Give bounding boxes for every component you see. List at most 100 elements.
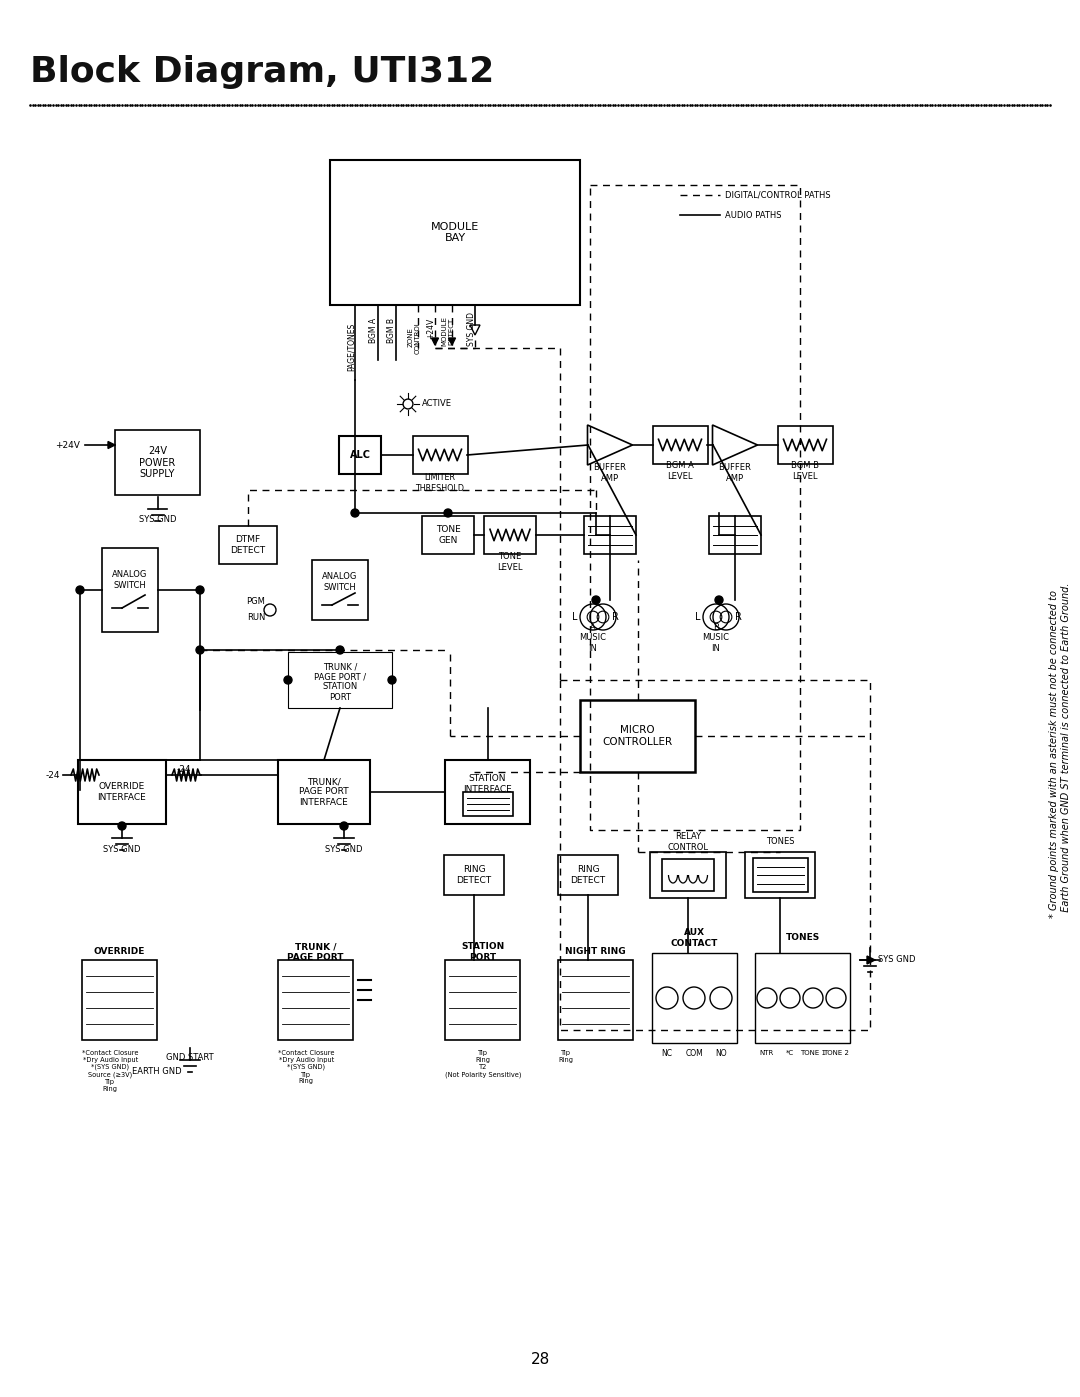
Text: *Contact Closure
*Dry Audio Input
*(SYS GND)
Source (≥3V)
Tip
Ring: *Contact Closure *Dry Audio Input *(SYS … (82, 1051, 138, 1092)
Text: OVERRIDE: OVERRIDE (94, 947, 145, 957)
Bar (278, 960, 353, 1039)
Text: OVERRIDE
INTERFACE: OVERRIDE INTERFACE (97, 782, 147, 802)
Text: +24V: +24V (427, 319, 435, 339)
Circle shape (195, 585, 204, 594)
Text: SYS GND: SYS GND (325, 845, 363, 854)
Text: RUN: RUN (247, 613, 266, 623)
Circle shape (284, 676, 292, 685)
Bar (462, 792, 513, 816)
Bar (82, 960, 157, 1039)
Text: MODULE
DETECT: MODULE DETECT (442, 316, 455, 346)
Text: STATION
INTERFACE: STATION INTERFACE (463, 774, 512, 793)
Bar (755, 953, 850, 1044)
Bar (288, 652, 392, 708)
Text: TRUNK/
PAGE PORT
INTERFACE: TRUNK/ PAGE PORT INTERFACE (299, 777, 349, 807)
Text: 28: 28 (530, 1352, 550, 1368)
Text: SYS GND: SYS GND (878, 956, 916, 964)
Polygon shape (867, 956, 875, 964)
Circle shape (592, 597, 600, 604)
Text: L: L (572, 612, 578, 622)
Bar (652, 426, 707, 464)
Circle shape (388, 676, 396, 685)
Text: Tip
Ring: Tip Ring (558, 1051, 573, 1063)
Text: MODULE
BAY: MODULE BAY (431, 222, 480, 243)
Text: B
MUSIC
IN: B MUSIC IN (702, 623, 729, 652)
Bar (114, 430, 200, 495)
Polygon shape (108, 441, 114, 448)
Text: EARTH GND: EARTH GND (132, 1067, 181, 1077)
Text: BGM A: BGM A (369, 319, 378, 344)
Text: ANALOG
SWITCH: ANALOG SWITCH (112, 570, 148, 590)
Bar (662, 859, 714, 891)
Text: Tip
Ring
T2
(Not Polarity Sensitive): Tip Ring T2 (Not Polarity Sensitive) (445, 1051, 522, 1077)
Circle shape (351, 509, 359, 517)
Text: NTR: NTR (760, 1051, 774, 1056)
Circle shape (340, 821, 348, 830)
Bar (652, 953, 737, 1044)
Text: STATION
PORT: STATION PORT (322, 682, 357, 701)
Text: LIMITER
THRESHOLD: LIMITER THRESHOLD (416, 474, 464, 493)
Text: TONES: TONES (785, 933, 820, 943)
Text: Block Diagram, UTI312: Block Diagram, UTI312 (30, 54, 495, 89)
Text: GND START: GND START (166, 1053, 214, 1063)
Polygon shape (470, 326, 480, 335)
Bar (745, 852, 815, 898)
Bar (312, 560, 368, 620)
Bar (484, 515, 536, 555)
Bar (78, 760, 166, 824)
Bar (444, 855, 504, 895)
Text: ANALOG
SWITCH: ANALOG SWITCH (322, 573, 357, 592)
Text: *Contact Closure
*Dry Audio Input
*(SYS GND)
Tip
Ring: *Contact Closure *Dry Audio Input *(SYS … (278, 1051, 335, 1084)
Text: TONES: TONES (766, 837, 794, 847)
Bar (580, 700, 696, 773)
Text: TONE 1: TONE 1 (800, 1051, 826, 1056)
Text: -24: -24 (177, 766, 191, 774)
Text: *C: *C (786, 1051, 794, 1056)
Bar (278, 760, 370, 824)
Text: TRUNK /
PAGE PORT: TRUNK / PAGE PORT (287, 943, 343, 961)
Text: L: L (696, 612, 701, 622)
Text: R: R (611, 612, 619, 622)
Bar (445, 760, 530, 824)
Circle shape (195, 645, 204, 654)
Text: AUDIO PATHS: AUDIO PATHS (725, 211, 782, 219)
Polygon shape (713, 425, 757, 465)
Circle shape (444, 509, 453, 517)
Text: TRUNK /
PAGE PORT /: TRUNK / PAGE PORT / (314, 662, 366, 682)
Circle shape (715, 597, 723, 604)
Text: BUFFER
AMP: BUFFER AMP (594, 464, 626, 483)
Bar (584, 515, 636, 555)
Bar (558, 960, 633, 1039)
Text: SYS GND: SYS GND (467, 312, 475, 346)
Text: PAGE/TONES: PAGE/TONES (347, 323, 355, 372)
Polygon shape (432, 338, 438, 345)
Bar (102, 548, 158, 631)
Text: BGM B: BGM B (388, 319, 396, 344)
Text: PGM: PGM (246, 598, 266, 606)
Text: NC: NC (661, 1049, 673, 1058)
Bar (219, 527, 276, 564)
Bar (422, 515, 474, 555)
Polygon shape (448, 338, 456, 345)
Bar (413, 436, 468, 474)
Text: TONE
GEN: TONE GEN (435, 525, 460, 545)
Bar (558, 855, 618, 895)
Circle shape (76, 585, 84, 594)
Bar (445, 960, 519, 1039)
Text: RELAY
CONTROL: RELAY CONTROL (667, 833, 708, 852)
Bar (753, 858, 808, 893)
Text: ALC: ALC (350, 450, 370, 460)
Text: NIGHT RING: NIGHT RING (565, 947, 625, 957)
Text: AUX
CONTACT: AUX CONTACT (671, 928, 718, 947)
Text: TONE 2: TONE 2 (823, 1051, 849, 1056)
Circle shape (336, 645, 345, 654)
Text: SYS GND: SYS GND (104, 845, 140, 854)
Text: RING
DETECT: RING DETECT (457, 865, 491, 884)
Polygon shape (588, 425, 633, 465)
Text: DTMF
DETECT: DTMF DETECT (230, 535, 266, 555)
Text: COM: COM (685, 1049, 703, 1058)
Bar (778, 426, 833, 464)
Text: A
MUSIC
IN: A MUSIC IN (580, 623, 607, 652)
Text: R: R (734, 612, 742, 622)
Text: BUFFER
AMP: BUFFER AMP (718, 464, 752, 483)
